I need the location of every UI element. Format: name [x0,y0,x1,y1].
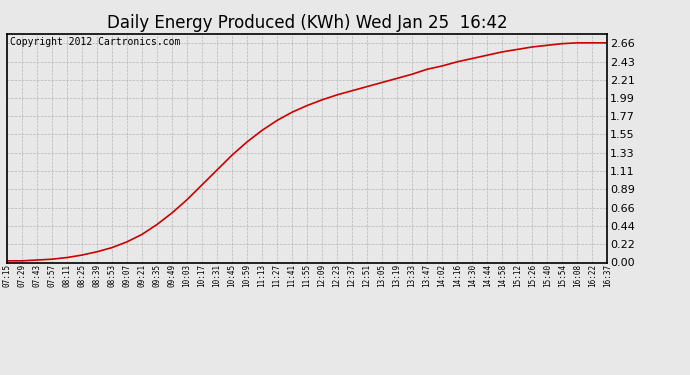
Text: Copyright 2012 Cartronics.com: Copyright 2012 Cartronics.com [10,37,180,47]
Title: Daily Energy Produced (KWh) Wed Jan 25  16:42: Daily Energy Produced (KWh) Wed Jan 25 1… [107,14,507,32]
